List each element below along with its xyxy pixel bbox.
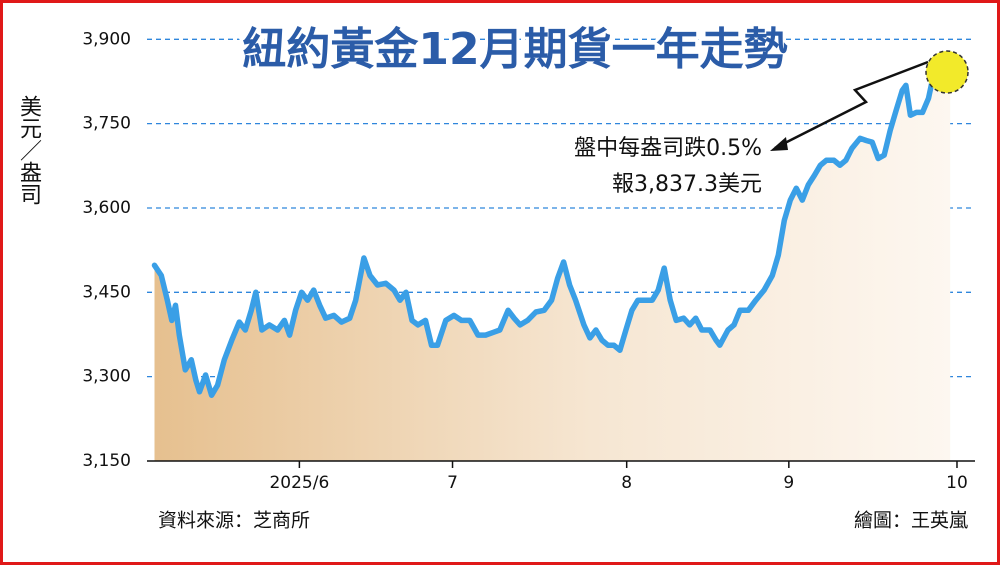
area <box>154 62 951 462</box>
x-tick-label: 10 <box>946 473 968 493</box>
arrow-head <box>770 137 788 151</box>
x-tick-label: 8 <box>621 473 632 493</box>
chart-title: 紐約黃金12月期貨一年走勢 <box>242 24 787 75</box>
plot-area: 3,150 3,300 3,450 3,600 3,750 3,900 2025/6 7 8 9 1… <box>82 29 975 493</box>
source: 資料來源：芝商所 <box>158 510 310 532</box>
y-tick-label: 3,600 <box>82 198 131 218</box>
x-tick-label: 2025/6 <box>269 473 329 493</box>
annotation: 報3,837.3美元 <box>612 172 762 197</box>
y-tick-label: 3,150 <box>82 451 131 471</box>
line <box>151 59 953 398</box>
callout-arrow <box>774 60 929 150</box>
y-tick-label: 3,300 <box>82 367 131 387</box>
credit: 繪圖：王英嵐 <box>854 510 968 532</box>
annotation: 盤中每盎司跌0.5% <box>574 136 762 161</box>
y-tick-label: 3,450 <box>82 282 131 302</box>
y-axis-label: 美元／盎司 <box>16 95 42 205</box>
y-tick-label: 3,900 <box>82 29 131 49</box>
y-tick-label: 3,750 <box>82 114 131 134</box>
highlight-circle <box>925 50 969 94</box>
x-tick-label: 7 <box>447 473 458 493</box>
x-tick-label: 9 <box>783 473 794 493</box>
